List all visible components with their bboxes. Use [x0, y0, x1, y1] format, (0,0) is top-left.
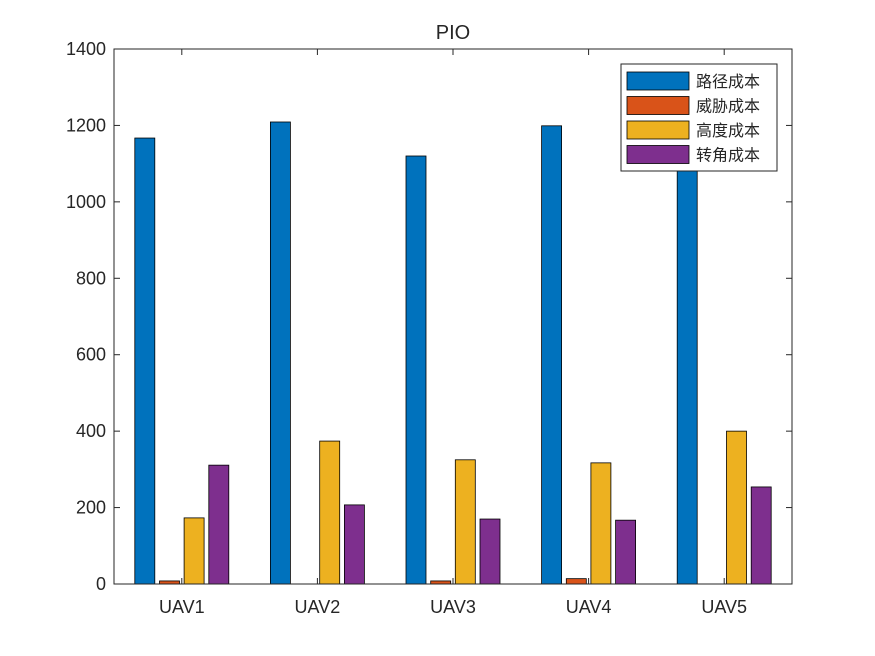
legend-swatch-1 [626, 71, 690, 91]
bar-3-UAV4 [590, 462, 612, 585]
bar-4-UAV4 [615, 519, 636, 585]
bar-3-UAV3 [454, 459, 476, 585]
bar-3-UAV5 [726, 430, 747, 585]
y-tick-label: 800 [76, 268, 106, 288]
bar-4-UAV1 [208, 464, 230, 585]
y-tick-label: 0 [96, 574, 106, 594]
bar-1-UAV4 [541, 125, 562, 585]
bar-3-UAV1 [183, 517, 205, 585]
legend-swatch-3 [626, 120, 690, 140]
legend-label-3: 高度成本 [696, 122, 760, 140]
bar-3-UAV2 [319, 440, 341, 585]
y-tick-label: 1400 [66, 39, 106, 59]
x-tick-label: UAV2 [295, 597, 341, 617]
bar-1-UAV2 [269, 121, 291, 585]
y-tick-label: 200 [76, 498, 106, 518]
legend-swatch-4 [626, 145, 690, 164]
bar-1-UAV5 [676, 144, 698, 585]
x-tick-label: UAV3 [430, 597, 476, 617]
y-tick-label: 400 [76, 421, 106, 441]
chart-title: PIO [436, 22, 470, 44]
x-tick-label: UAV4 [566, 597, 612, 617]
x-tick-label: UAV5 [701, 597, 747, 617]
bar-1-UAV1 [134, 137, 156, 585]
y-tick-label: 600 [76, 345, 106, 365]
legend-label-4: 转角成本 [696, 147, 760, 165]
bar-4-UAV3 [479, 518, 501, 585]
bar-4-UAV5 [750, 486, 772, 585]
bar-2-UAV4 [565, 578, 587, 585]
legend-label-1: 路径成本 [696, 73, 760, 91]
legend-swatch-2 [626, 96, 690, 115]
bar-1-UAV3 [405, 155, 427, 585]
legend-label-2: 威胁成本 [696, 98, 760, 116]
x-tick-label: UAV1 [159, 597, 205, 617]
y-tick-label: 1000 [66, 192, 106, 212]
y-tick-label: 1200 [66, 115, 106, 135]
bar-4-UAV2 [343, 504, 365, 585]
